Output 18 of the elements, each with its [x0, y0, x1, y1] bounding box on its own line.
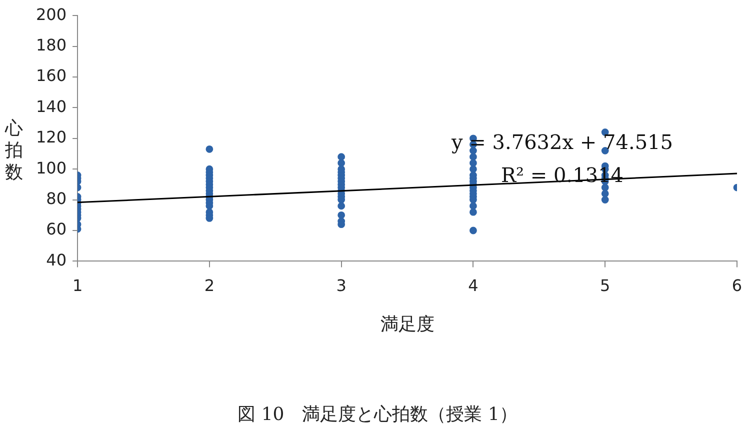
y-tick-label: 200	[36, 4, 67, 24]
caption: 図 10 満足度と心拍数（授業 1）	[236, 403, 518, 426]
x-tick-label: 1	[72, 276, 83, 295]
y-tick-label: 100	[36, 158, 67, 178]
y-tick-label: 160	[36, 66, 67, 86]
x-tick-label: 5	[600, 276, 610, 295]
y-tick-label: 40	[46, 250, 67, 270]
y-tick-label: 60	[46, 220, 67, 239]
x-tick-label: 3	[336, 276, 346, 295]
x-tick-label: 2	[204, 276, 215, 295]
y-tick-label: 180	[36, 35, 67, 54]
y-tick-label: 140	[36, 96, 67, 116]
y-tick-label: 120	[36, 128, 67, 147]
x-axis-title: 満足度	[380, 314, 434, 335]
x-tick-label: 6	[732, 276, 742, 295]
y-tick-label: 80	[46, 188, 67, 208]
y-axis-title: 心拍数	[4, 118, 24, 184]
x-tick-label: 4	[468, 276, 478, 295]
